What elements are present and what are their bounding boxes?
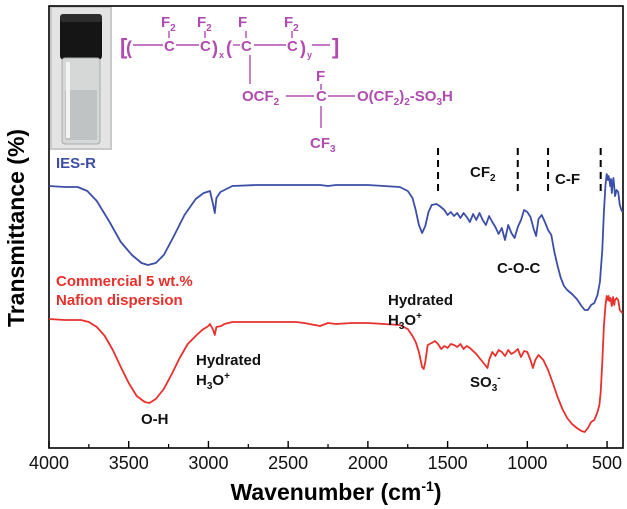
structure-side-chain-c: C <box>316 88 327 105</box>
annotation-cf2: CF2 <box>470 164 496 184</box>
structure-f-label: F2 <box>197 14 212 34</box>
x-tick-label-0: 4000 <box>29 453 69 473</box>
series-label-1: Commercial 5 wt.% Nafion dispersion <box>56 273 193 309</box>
structure-backbone-c: C <box>200 38 211 55</box>
structure-f-label: F <box>238 14 247 31</box>
band-markers <box>437 148 602 196</box>
structure-backbone-c: C <box>164 38 175 55</box>
y-axis-title: Transmittance (%) <box>3 129 29 327</box>
series-line-1 <box>48 295 624 433</box>
x-tick-label-7: 500 <box>592 453 622 473</box>
x-tick-label-5: 1500 <box>428 453 468 473</box>
annotation-cf: C-F <box>555 171 580 188</box>
x-axis-ticks: 4000 3500 3000 2500 2000 1500 1000 500 <box>29 441 622 473</box>
structure-backbone-c: C <box>287 38 298 55</box>
structure-paren: ) <box>300 38 306 58</box>
series-line-0 <box>48 173 624 311</box>
structure-f-label: F <box>316 68 325 85</box>
structure-x-sub: x <box>219 50 224 60</box>
structure-cf3: CF3 <box>310 135 336 155</box>
structure-paren: ( <box>126 38 132 58</box>
structure-backbone-c: C <box>241 38 252 55</box>
structure-paren: ( <box>226 38 232 58</box>
annotation-h3o-lower: Hydrated H3O+ <box>196 352 261 392</box>
structure-bracket: ] <box>332 34 339 59</box>
structure-paren: ) <box>212 38 218 58</box>
x-tick-label-4: 2000 <box>348 453 388 473</box>
annotation-so3: SO3- <box>470 373 501 394</box>
structure-y-sub: y <box>307 50 312 60</box>
structure-bracket: [ <box>120 34 128 59</box>
annotation-h3o-upper: Hydrated H3O+ <box>388 292 453 332</box>
x-tick-label-6: 1000 <box>507 453 547 473</box>
annotation-coc: C-O-C <box>497 260 540 277</box>
structure-f-label: F2 <box>284 14 299 34</box>
series-layer <box>48 173 624 433</box>
x-axis-title: Wavenumber (cm-1) <box>231 478 442 505</box>
structure-side-chain-1: OCF2 <box>242 88 280 108</box>
structure-f-label: F2 <box>161 14 176 34</box>
structure-side-chain-2: O(CF2)2-SO3H <box>357 88 453 108</box>
x-tick-label-3: 2500 <box>268 453 308 473</box>
series-labels: IES-R Commercial 5 wt.% Nafion dispersion <box>56 155 193 309</box>
series-label-0: IES-R <box>56 155 96 172</box>
plot-frame <box>48 5 624 449</box>
x-tick-label-2: 3000 <box>188 453 228 473</box>
annotation-oh: O-H <box>141 411 169 428</box>
annotations: CF2 C-F C-O-C Hydrated H3O+ Hydrated H3O+ SO3- O… <box>141 164 580 428</box>
vial-photo <box>50 6 112 150</box>
x-tick-label-1: 3500 <box>109 453 149 473</box>
